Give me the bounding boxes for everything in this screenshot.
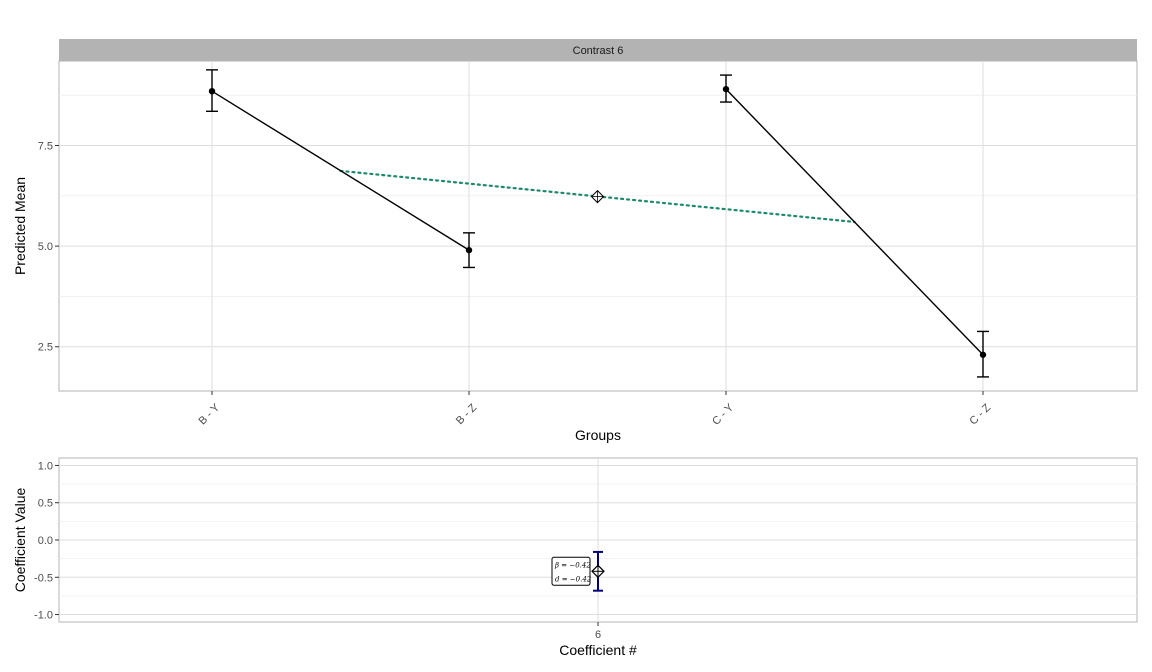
top-marks [206, 69, 989, 378]
x-tick-label: 6 [595, 629, 601, 641]
x-tick-label: C - Y [710, 401, 737, 428]
x-tick-label: B - Y [197, 401, 223, 427]
bottom-x-axis-title: Coefficient # [559, 642, 637, 658]
top-x-axis-title: Groups [575, 427, 621, 443]
y-tick-label: 0.5 [38, 498, 53, 510]
bottom-y-axis-title: Coefficient Value [12, 488, 28, 593]
mean-point [979, 351, 987, 358]
bottom-y-ticks: -1.0 -0.5 0.0 0.5 1.0 [34, 460, 59, 622]
contrast-center-marker [590, 189, 605, 204]
top-y-ticks: 2.5 5.0 7.5 [38, 141, 59, 354]
coefficient-annotation: β = −0.42 d = −0.42 [551, 556, 592, 586]
annotation-box [551, 556, 591, 586]
bottom-x-ticks: 6 [595, 622, 601, 641]
y-tick-label: 5.0 [38, 241, 53, 253]
facet-strip [59, 39, 1137, 61]
x-tick-label: B - Z [454, 402, 480, 428]
top-plot-border [58, 60, 1138, 392]
y-tick-label: 1.0 [38, 460, 53, 472]
y-tick-label: -1.0 [34, 610, 53, 622]
y-tick-label: -0.5 [34, 572, 53, 584]
y-tick-label: 7.5 [38, 141, 53, 153]
coefficient-point [591, 564, 605, 579]
top-panel: Contrast 6 2.5 5.0 7.5 B - Y B - Z C - Y C - … [12, 39, 1138, 443]
y-tick-label: 2.5 [38, 342, 53, 354]
mean-point [465, 246, 473, 254]
bottom-panel: -1.0 -0.5 0.0 0.5 1.0 6 β = −0.42 d = −0.42 C… [12, 457, 1138, 658]
mean-point [208, 87, 216, 95]
series-line [725, 88, 984, 356]
mean-point [722, 85, 730, 93]
y-tick-label: 0.0 [38, 535, 53, 547]
annotation-d: d = −0.42 [555, 575, 592, 583]
facet-title: Contrast 6 [573, 45, 624, 57]
bottom-grid [59, 458, 1137, 622]
top-grid [59, 61, 1137, 391]
series-line [211, 90, 470, 251]
annotation-beta: β = −0.42 [554, 561, 591, 569]
bottom-marks: β = −0.42 d = −0.42 [551, 550, 605, 592]
x-tick-label: C - Z [967, 402, 993, 428]
top-y-axis-title: Predicted Mean [12, 177, 28, 275]
